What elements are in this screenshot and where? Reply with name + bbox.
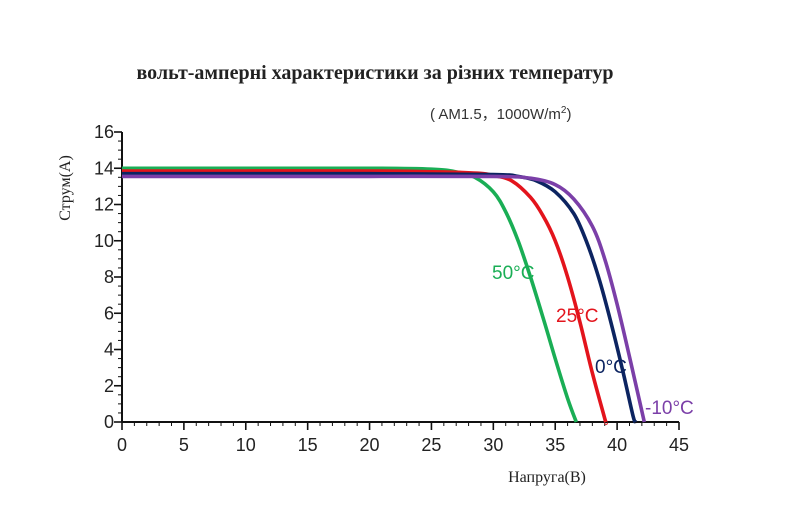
chart-subtitle: ( AM1.5，1000W/m2) — [430, 103, 571, 124]
series-label-minus-10C: -10°C — [645, 398, 694, 419]
series-label-0C: 0°C — [595, 357, 627, 378]
x-tick-label: 15 — [298, 435, 318, 455]
chart-title: вольт-амперні характеристики за різних т… — [136, 62, 614, 84]
y-tick-label: 14 — [94, 158, 114, 178]
y-tick-label: 0 — [104, 412, 114, 432]
x-axis-title: Напруга(В) — [508, 469, 586, 486]
y-tick-label: 8 — [104, 267, 114, 287]
x-tick-label: 0 — [117, 435, 127, 455]
axes: 0 5 10 15 20 25 30 35 40 45 0 2 4 6 8 10 12 14 16 — [94, 122, 689, 455]
y-tick-label: 6 — [104, 303, 114, 323]
chart-subtitle-prefix: ( AM1.5，1000W/m — [430, 106, 561, 123]
series-label-25C: 25°C — [556, 306, 598, 327]
series-label-50C: 50°C — [492, 263, 534, 284]
series-line-0C — [122, 171, 638, 424]
x-tick-label: 40 — [607, 435, 627, 455]
series-line-minus-10C — [122, 174, 647, 423]
x-tick-label: 10 — [236, 435, 256, 455]
series-labels: 50°C 25°C 0°C -10°C — [492, 263, 694, 419]
x-tick-label: 25 — [421, 435, 441, 455]
x-tick-label: 35 — [545, 435, 565, 455]
y-tick-label: 2 — [104, 376, 114, 396]
x-tick-label: 45 — [669, 435, 689, 455]
x-tick-label: 30 — [483, 435, 503, 455]
y-tick-label: 10 — [94, 231, 114, 251]
chart-subtitle-suffix: ) — [566, 106, 572, 123]
y-tick-label: 16 — [94, 122, 114, 142]
series-lines — [121, 166, 647, 425]
y-axis-title: Струм(A) — [57, 155, 74, 221]
chart-subtitle-superscript: 2 — [560, 105, 567, 116]
x-tick-label: 20 — [360, 435, 380, 455]
x-tick-label: 5 — [179, 435, 189, 455]
series-line-25C — [121, 169, 608, 425]
y-tick-label: 12 — [94, 195, 114, 215]
y-tick-label: 4 — [104, 340, 114, 360]
series-line-50C — [122, 166, 578, 423]
